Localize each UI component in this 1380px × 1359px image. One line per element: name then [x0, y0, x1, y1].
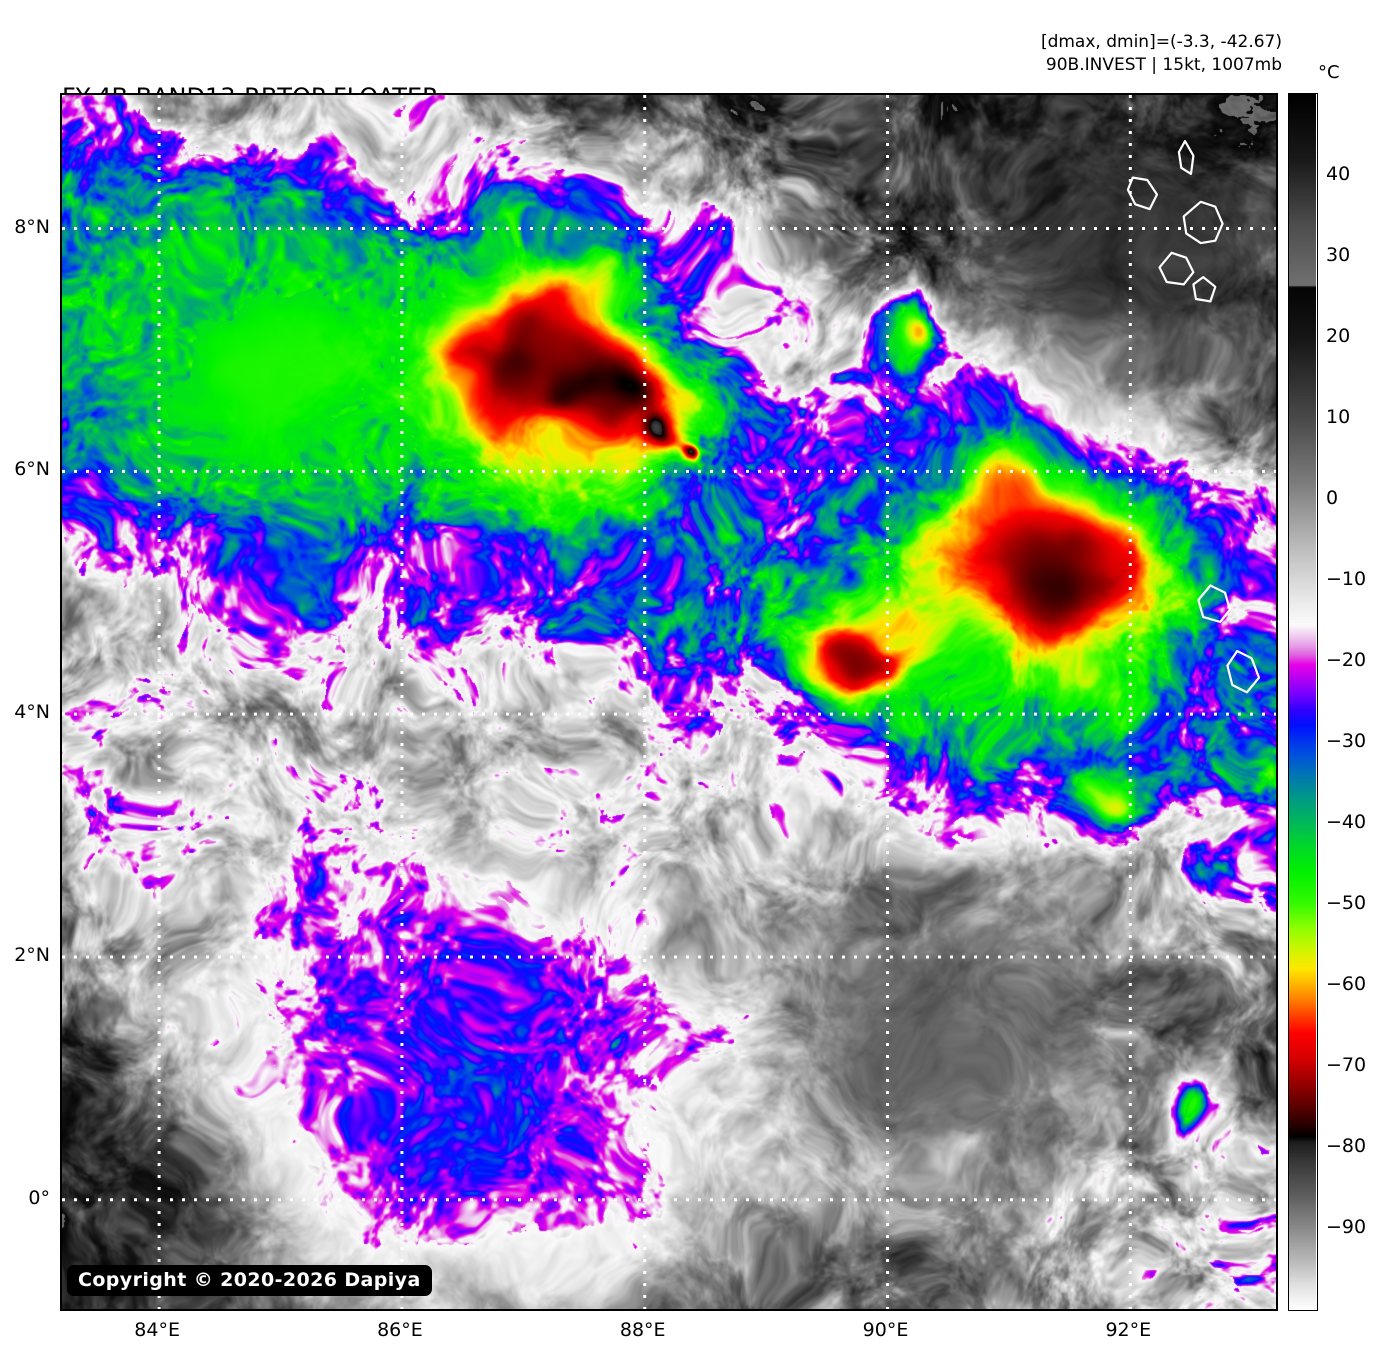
- colorbar-tick-12: −80: [1326, 1135, 1367, 1157]
- colorbar-gradient: [1289, 94, 1316, 1309]
- y-axis-tick-3: 2°N: [14, 943, 50, 966]
- coastline-segment-6: [1226, 649, 1261, 694]
- copyright-badge: Copyright © 2020-2026 Dapiya: [67, 1265, 432, 1296]
- coastline-segment-4: [1192, 276, 1217, 303]
- coastline-overlay: [1126, 140, 1261, 694]
- colorbar-tick-13: −90: [1326, 1216, 1367, 1238]
- satellite-imagery-canvas: [62, 95, 1276, 1309]
- colorbar: [1288, 93, 1318, 1311]
- colorbar-tick-5: −10: [1326, 568, 1367, 590]
- y-axis-tick-4: 0°: [28, 1186, 50, 1209]
- colorbar-tick-2: 20: [1326, 325, 1351, 347]
- y-axis-tick-0: 8°N: [14, 215, 50, 238]
- coastline-segment-2: [1182, 200, 1224, 245]
- colorbar-tick-6: −20: [1326, 649, 1367, 671]
- storm-info-label: 90B.INVEST | 15kt, 1007mb: [1045, 55, 1282, 75]
- colorbar-tick-9: −50: [1326, 892, 1367, 914]
- x-axis-tick-2: 88°E: [619, 1319, 666, 1341]
- x-axis-tick-0: 84°E: [134, 1319, 180, 1341]
- y-axis-tick-1: 6°N: [14, 458, 50, 481]
- colorbar-tick-3: 10: [1326, 406, 1351, 428]
- dmax-dmin-label: [dmax, dmin]=(-3.3, -42.67): [1040, 32, 1282, 52]
- colorbar-tick-1: 30: [1326, 244, 1351, 266]
- coastline-segment-0: [1177, 140, 1195, 175]
- lat-lon-gridlines: [62, 95, 1276, 1309]
- colorbar-tick-7: −30: [1326, 730, 1367, 752]
- y-axis-tick-2: 4°N: [14, 701, 50, 724]
- map-plot-area[interactable]: Copyright © 2020-2026 Dapiya: [60, 93, 1278, 1311]
- x-axis-tick-4: 92°E: [1105, 1319, 1152, 1341]
- coastline-segment-1: [1126, 176, 1159, 211]
- x-axis-tick-1: 86°E: [377, 1319, 423, 1341]
- colorbar-tick-8: −40: [1326, 811, 1367, 833]
- colorbar-tick-10: −60: [1326, 973, 1367, 995]
- metadata-block: [dmax, dmin]=(-3.3, -42.67) 90B.INVEST |…: [1041, 31, 1282, 77]
- colorbar-tick-0: 40: [1326, 163, 1351, 185]
- coastline-segment-5: [1197, 584, 1231, 623]
- colorbar-tick-11: −70: [1326, 1054, 1367, 1076]
- x-axis-tick-3: 90°E: [862, 1319, 909, 1341]
- colorbar-tick-4: 0: [1326, 487, 1339, 509]
- colorbar-unit-label: °C: [1318, 62, 1340, 83]
- coastline-segment-3: [1158, 251, 1195, 286]
